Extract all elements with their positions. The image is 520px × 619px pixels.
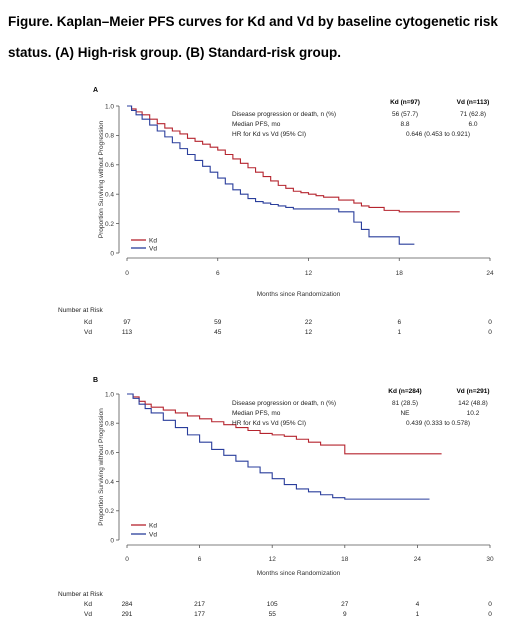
panel-b-series-kd-line [127, 393, 442, 455]
panel-a-y-axis-title: Proportion Surviving without Progression [98, 120, 105, 238]
panel-b-y-tick-label: 0.2 [105, 508, 114, 515]
panel-b-y-tick-label: 0.8 [105, 421, 114, 428]
panel-b-stats-kd-value: NE [400, 410, 410, 417]
panel-a-series-vd-line [127, 105, 415, 245]
panel-b-risk-value: 291 [122, 611, 133, 618]
panel-b-risk-value: 9 [343, 611, 347, 618]
panel-b-risk-heading: Number at Risk [58, 591, 104, 598]
panel-a-x-tick-label: 6 [216, 270, 220, 277]
panel-a-stats-header-kd: Kd (n=97) [390, 99, 420, 106]
panel-b-x-tick-label: 6 [198, 556, 202, 563]
panel-b-x-tick-label: 0 [125, 556, 129, 563]
panel-b-x-tick-label: 18 [341, 556, 349, 563]
panel-a-risk-value: 59 [214, 319, 222, 326]
panel-b-risk-label-kd: Kd [84, 601, 92, 608]
panel-b-x-axis-title: Months since Randomization [257, 570, 341, 577]
panel-b-stats-vd-value: 142 (48.8) [458, 400, 488, 407]
panel-a-risk-value: 1 [397, 329, 401, 336]
panel-b-risk-value: 0 [488, 601, 492, 608]
panel-a-y-tick-label: 1.0 [105, 103, 114, 110]
panel-b-y-tick-label: 0.4 [105, 479, 114, 486]
panel-b-stats-header-kd: Kd (n=284) [388, 388, 421, 395]
panel-a-risk-value: 45 [214, 329, 222, 336]
panel-b-stats-row-label: Disease progression or death, n (%) [232, 400, 336, 407]
panel-a-risk-value: 0 [488, 319, 492, 326]
panel-b-stats-row-label: HR for Kd vs Vd (95% CI) [232, 420, 306, 427]
panel-a-x-tick-label: 24 [486, 270, 494, 277]
panel-a-series-kd-line [127, 105, 460, 213]
panel-b-stats-row-label: Median PFS, mo [232, 410, 281, 417]
panel-b-risk-value: 1 [416, 611, 420, 618]
panel-b-legend-label-vd: Vd [149, 531, 157, 538]
panel-b-stats-vd-value: 10.2 [467, 410, 480, 417]
panel-a-stats-hr-value: 0.646 (0.453 to 0.921) [406, 131, 470, 138]
panel-a-risk-heading: Number at Risk [58, 307, 104, 314]
panel-b-risk-value: 177 [194, 611, 205, 618]
panel-a-risk-label-kd: Kd [84, 319, 92, 326]
panel-a-stats-vd-value: 6.0 [468, 121, 477, 128]
panel-a-stats-kd-value: 56 (57.7) [392, 111, 418, 118]
panel-a-x-axis-title: Months since Randomization [257, 291, 341, 298]
panel-b-risk-value: 27 [341, 601, 349, 608]
panel-b-risk-value: 55 [269, 611, 277, 618]
panel-a-legend-label-kd: Kd [149, 237, 157, 244]
panel-a-y-tick-label: 0.4 [105, 192, 114, 199]
panel-a-risk-value: 6 [397, 319, 401, 326]
panel-b-stats-kd-value: 81 (28.5) [392, 400, 418, 407]
panel-a-x-tick-label: 0 [125, 270, 129, 277]
panel-a-legend-label-vd: Vd [149, 245, 157, 252]
panel-a-x-tick-label: 12 [305, 270, 313, 277]
panel-b-x-tick-label: 24 [414, 556, 422, 563]
panel-b-risk-value: 105 [267, 601, 278, 608]
panel-b-y-tick-label: 0.6 [105, 450, 114, 457]
panel-a-risk-value: 12 [305, 329, 313, 336]
panel-b-y-axis-title: Proportion Surviving without Progression [98, 408, 105, 526]
panel-b-y-tick-label: 0 [110, 537, 114, 544]
panel-b-x-tick-label: 12 [269, 556, 277, 563]
panel-b-series-vd-line [127, 393, 430, 500]
panel-a-stats-row-label: Disease progression or death, n (%) [232, 111, 336, 118]
panel-a-y-tick-label: 0.2 [105, 221, 114, 228]
km-chart-panel-b: B Proportion Surviving without Progressio… [58, 377, 494, 618]
panel-a-risk-value: 113 [122, 329, 133, 336]
panel-b-risk-label-vd: Vd [84, 611, 92, 618]
panel-b-risk-value: 0 [488, 611, 492, 618]
panel-a-risk-label-vd: Vd [84, 329, 92, 336]
panel-b-risk-value: 4 [416, 601, 420, 608]
panel-b-y-tick-label: 1.0 [105, 391, 114, 398]
panel-a-stats-vd-value: 71 (62.8) [460, 111, 486, 118]
panel-b-stats-hr-value: 0.439 (0.333 to 0.578) [406, 420, 470, 427]
panel-a-y-tick-label: 0.8 [105, 133, 114, 140]
panel-a-risk-value: 0 [488, 329, 492, 336]
panel-a-x-tick-label: 18 [396, 270, 404, 277]
panel-a-y-tick-label: 0.6 [105, 162, 114, 169]
panel-a-stats-header-vd: Vd (n=113) [457, 99, 490, 106]
panel-a-stats-row-label: Median PFS, mo [232, 121, 281, 128]
panel-b-risk-value: 217 [194, 601, 205, 608]
panel-a-risk-value: 22 [305, 319, 313, 326]
panel-a-y-tick-label: 0 [110, 250, 114, 257]
panel-a-risk-value: 97 [123, 319, 131, 326]
panel-a-stats-kd-value: 8.8 [400, 121, 409, 128]
panel-b-x-tick-label: 30 [486, 556, 494, 563]
km-chart-panel-a: A Proportion Surviving without Progressio… [58, 87, 494, 336]
figure-title: Figure. Kaplan–Meier PFS curves for Kd a… [8, 14, 498, 60]
panel-b-label: B [93, 377, 98, 384]
panel-b-stats-header-vd: Vd (n=291) [456, 388, 489, 395]
panel-b-legend-label-kd: Kd [149, 522, 157, 529]
panel-a-stats-row-label: HR for Kd vs Vd (95% CI) [232, 131, 306, 138]
panel-a-label: A [93, 87, 98, 94]
panel-b-risk-value: 284 [122, 601, 133, 608]
